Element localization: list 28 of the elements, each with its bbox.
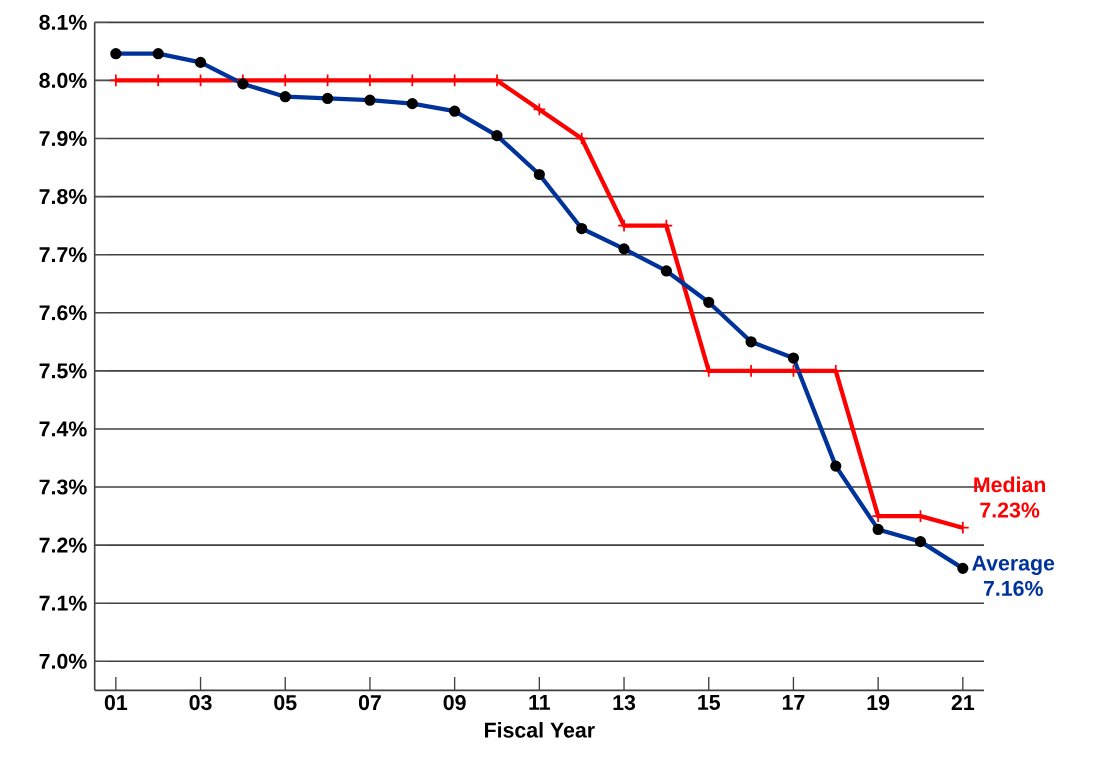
x-tick-label: 01 [104,695,128,711]
series-label: Median [974,476,1046,493]
x-tick-label: 15 [698,695,721,710]
x-tick-label: 09 [443,695,466,711]
y-tick-label: 7.7% [39,247,87,263]
x-tick-label: 19 [867,695,890,711]
x-tick-label: 21 [951,695,975,710]
x-tick-label: 17 [782,695,805,710]
y-tick-label: 7.8% [39,189,87,205]
series-label: Average [972,555,1055,575]
y-tick-label: 7.1% [39,595,87,611]
y-tick-label: 7.5% [39,363,87,379]
y-tick-label: 7.4% [39,421,87,437]
y-tick-label: 7.6% [39,305,87,321]
y-tick-label: 8.1% [39,14,87,30]
x-tick-label: 11 [529,695,551,710]
data-label: 7.16% [983,580,1043,596]
x-tick-label: 13 [613,695,636,711]
y-tick-label: 7.3% [39,479,87,495]
x-tick-label: 03 [189,695,212,711]
y-tick-label: 7.2% [39,537,87,553]
y-tick-label: 7.9% [39,130,87,147]
y-tick-label: 8.0% [39,72,87,88]
x-tick-label: 07 [358,695,381,711]
x-tick-label: 05 [274,695,297,711]
y-tick-label: 7.0% [39,653,87,669]
x-axis-title: Fiscal Year [485,722,595,738]
data-label: 7.23% [980,502,1040,518]
